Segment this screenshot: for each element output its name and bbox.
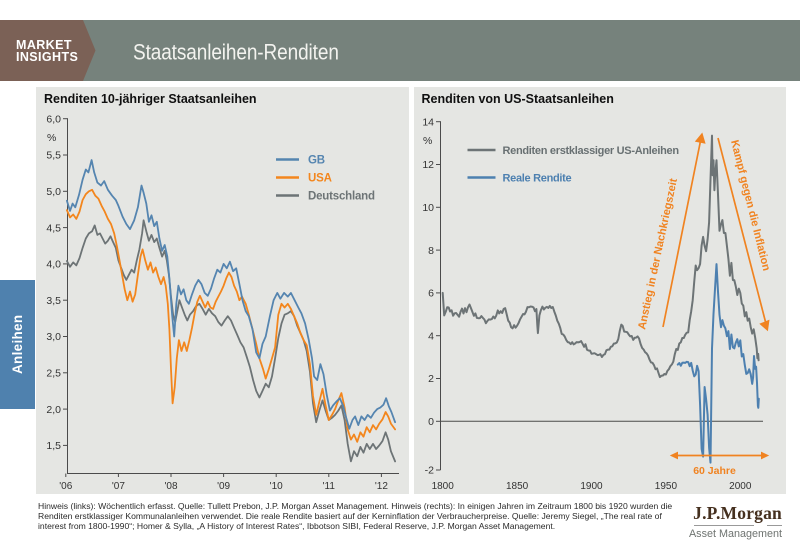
svg-text:12: 12 [422,159,434,171]
svg-text:8: 8 [428,245,434,257]
svg-text:0: 0 [428,416,434,428]
svg-text:60 Jahre: 60 Jahre [693,465,736,477]
svg-text:3,0: 3,0 [46,331,61,343]
svg-text:'09: '09 [217,481,230,492]
svg-text:2,5: 2,5 [46,368,61,380]
svg-text:'12: '12 [375,481,388,492]
svg-text:2: 2 [428,373,434,385]
svg-text:GB: GB [308,155,325,167]
svg-text:4: 4 [428,330,434,342]
svg-text:USA: USA [308,173,332,185]
svg-text:-2: -2 [425,465,434,477]
svg-text:'08: '08 [164,481,177,492]
svg-text:14: 14 [422,116,434,128]
svg-text:'06: '06 [59,481,72,492]
svg-text:6,0: 6,0 [46,113,61,125]
svg-text:4,0: 4,0 [46,259,61,271]
svg-text:1,5: 1,5 [46,440,61,452]
svg-text:5,0: 5,0 [46,186,61,198]
svg-text:Reale Rendite: Reale Rendite [503,173,572,185]
svg-text:%: % [423,135,432,147]
svg-text:'10: '10 [270,481,283,492]
svg-text:1950: 1950 [655,481,678,492]
svg-text:3,5: 3,5 [46,295,61,307]
svg-text:10: 10 [422,202,434,214]
svg-text:2,0: 2,0 [46,404,61,416]
svg-text:'11: '11 [323,481,336,492]
svg-text:1900: 1900 [580,481,603,492]
svg-text:Anstieg in der Nachkriegszeit: Anstieg in der Nachkriegszeit [636,177,680,331]
svg-text:2000: 2000 [729,481,752,492]
svg-text:%: % [47,132,56,144]
svg-text:Renditen 10-jähriger Staatsanl: Renditen 10-jähriger Staatsanleihen [44,92,257,106]
svg-text:Deutschland: Deutschland [308,191,375,203]
svg-text:'07: '07 [112,481,125,492]
svg-text:4,5: 4,5 [46,222,61,234]
svg-text:Renditen von US-Staatsanleihen: Renditen von US-Staatsanleihen [422,92,614,106]
svg-text:6: 6 [428,288,434,300]
svg-text:Renditen erstklassiger US-Anle: Renditen erstklassiger US-Anleihen [503,145,680,157]
svg-text:5,5: 5,5 [46,150,61,162]
svg-text:1850: 1850 [506,481,529,492]
svg-text:1800: 1800 [432,481,455,492]
